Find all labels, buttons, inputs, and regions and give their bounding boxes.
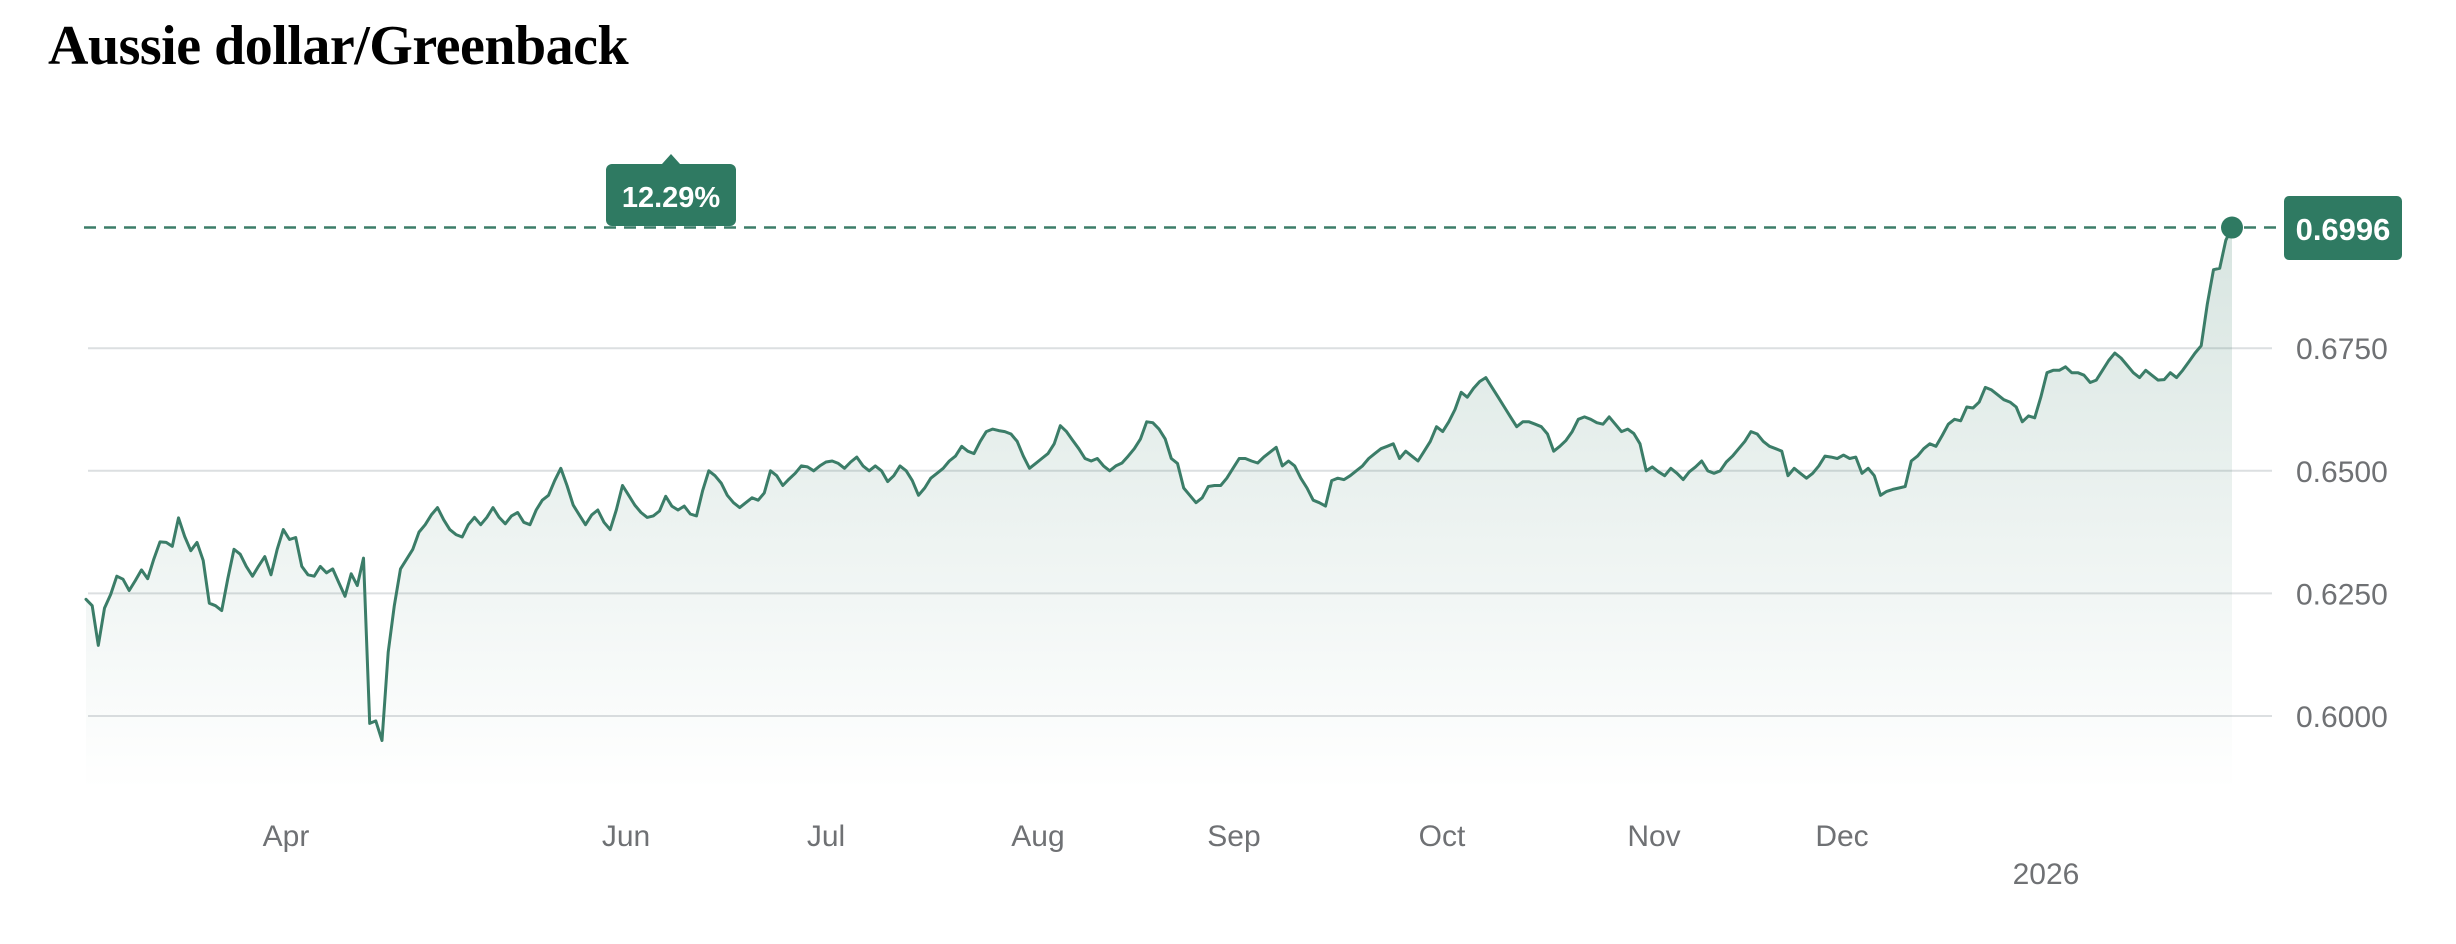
x-tick-label: Oct bbox=[1419, 820, 1466, 853]
x-tick-label: Nov bbox=[1627, 820, 1680, 853]
change-badge-background bbox=[606, 164, 736, 226]
change-badge-text: 12.29% bbox=[622, 182, 721, 214]
x-tick-label: Apr bbox=[263, 820, 310, 853]
x-axis-labels: Apr Jun Jul Aug Sep Oct Nov Dec 2026 bbox=[263, 820, 2080, 891]
x-year-label: 2026 bbox=[2013, 858, 2080, 891]
value-badge-text: 0.6996 bbox=[2296, 212, 2391, 247]
current-value-badge: 0.6996 bbox=[2284, 196, 2402, 260]
y-tick-label: 0.6000 bbox=[2296, 701, 2388, 734]
x-tick-label: Aug bbox=[1011, 820, 1064, 853]
y-tick-label: 0.6500 bbox=[2296, 456, 2388, 489]
change-badge: 12.29% bbox=[606, 154, 736, 226]
value-badge-background bbox=[2284, 196, 2402, 260]
x-tick-label: Sep bbox=[1207, 820, 1260, 853]
current-value-marker bbox=[2221, 216, 2243, 239]
x-tick-label: Dec bbox=[1815, 820, 1868, 853]
y-tick-label: 0.6750 bbox=[2296, 333, 2388, 366]
x-tick-label: Jun bbox=[602, 820, 650, 853]
y-axis-labels: 0.6000 0.6250 0.6500 0.6750 bbox=[2296, 333, 2388, 734]
x-tick-label: Jul bbox=[807, 820, 845, 853]
chart-title: Aussie dollar/Greenback bbox=[48, 15, 629, 77]
price-line bbox=[84, 226, 2234, 742]
y-tick-label: 0.6250 bbox=[2296, 578, 2388, 611]
change-badge-pointer bbox=[662, 154, 680, 164]
area-fill bbox=[86, 227, 2232, 791]
